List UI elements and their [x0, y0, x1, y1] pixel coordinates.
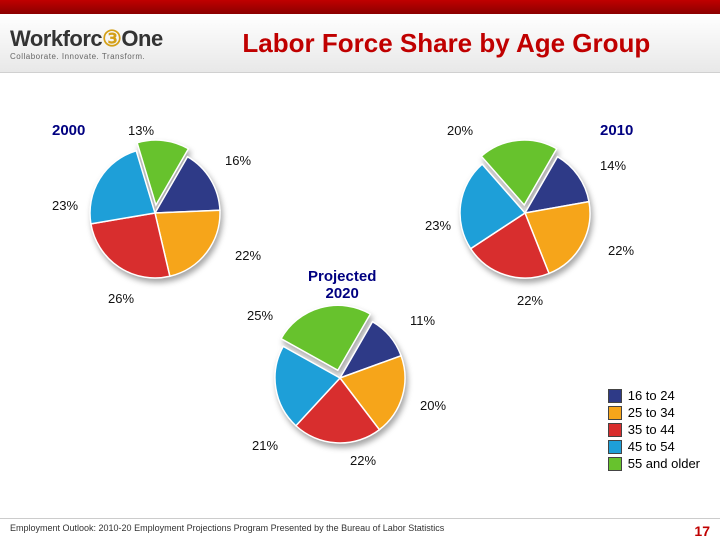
page-number: 17 — [694, 523, 710, 540]
footer-source: Employment Outlook: 2010-20 Employment P… — [10, 523, 444, 540]
pie-slice — [155, 157, 220, 213]
pie-slice — [471, 213, 549, 278]
pie-slice — [340, 322, 401, 378]
legend-item: 45 to 54 — [608, 439, 700, 454]
legend-item: 55 and older — [608, 456, 700, 471]
data-label: 23% — [425, 218, 451, 233]
legend: 16 to 24 25 to 34 35 to 44 45 to 54 55 and o… — [608, 386, 700, 473]
pie-slice — [460, 164, 525, 248]
pie-slice — [137, 140, 188, 205]
pie-title: Projected2020 — [308, 269, 376, 302]
pie-slice — [525, 202, 590, 274]
legend-swatch — [608, 423, 622, 437]
legend-item: 16 to 24 — [608, 388, 700, 403]
pie-slice — [275, 346, 340, 425]
pie-slice — [340, 356, 405, 430]
pie-slice — [525, 157, 589, 213]
slide-title: Labor Force Share by Age Group — [183, 28, 710, 59]
data-label: 14% — [600, 158, 626, 173]
legend-label: 55 and older — [628, 456, 700, 471]
data-label: 21% — [252, 438, 278, 453]
pie-title: 2010 — [600, 123, 633, 140]
legend-swatch — [608, 389, 622, 403]
data-label: 22% — [350, 453, 376, 468]
brand-tagline: Collaborate. Innovate. Transform. — [10, 52, 163, 61]
header-bar: Workforc③One Collaborate. Innovate. Tran… — [0, 14, 720, 73]
brand-post: One — [121, 26, 162, 51]
pie-slice — [481, 140, 556, 205]
pie-title: 2000 — [52, 123, 85, 140]
top-accent-bar — [0, 0, 720, 14]
legend-label: 16 to 24 — [628, 388, 675, 403]
legend-label: 25 to 34 — [628, 405, 675, 420]
data-label: 26% — [108, 291, 134, 306]
data-label: 20% — [420, 398, 446, 413]
data-label: 13% — [128, 123, 154, 138]
brand-logo: Workforc③One Collaborate. Innovate. Tran… — [10, 26, 163, 61]
pie-slice — [90, 151, 155, 224]
legend-swatch — [608, 440, 622, 454]
data-label: 22% — [608, 243, 634, 258]
data-label: 25% — [247, 308, 273, 323]
chart-stage: 16 to 24 25 to 34 35 to 44 45 to 54 55 and o… — [0, 73, 720, 513]
data-label: 23% — [52, 198, 78, 213]
legend-item: 25 to 34 — [608, 405, 700, 420]
footer: Employment Outlook: 2010-20 Employment P… — [0, 518, 720, 540]
data-label: 11% — [410, 313, 435, 328]
pie-slice — [91, 213, 170, 278]
pie-slice — [296, 378, 379, 443]
legend-item: 35 to 44 — [608, 422, 700, 437]
legend-swatch — [608, 457, 622, 471]
data-label: 22% — [235, 248, 261, 263]
brand-accent: ③ — [102, 26, 121, 51]
pie-slice — [281, 305, 370, 370]
legend-label: 35 to 44 — [628, 422, 675, 437]
pie-slice — [155, 210, 220, 276]
brand-pre: Workforc — [10, 26, 102, 51]
legend-swatch — [608, 406, 622, 420]
legend-label: 45 to 54 — [628, 439, 675, 454]
data-label: 16% — [225, 153, 251, 168]
data-label: 20% — [447, 123, 473, 138]
data-label: 22% — [517, 293, 543, 308]
